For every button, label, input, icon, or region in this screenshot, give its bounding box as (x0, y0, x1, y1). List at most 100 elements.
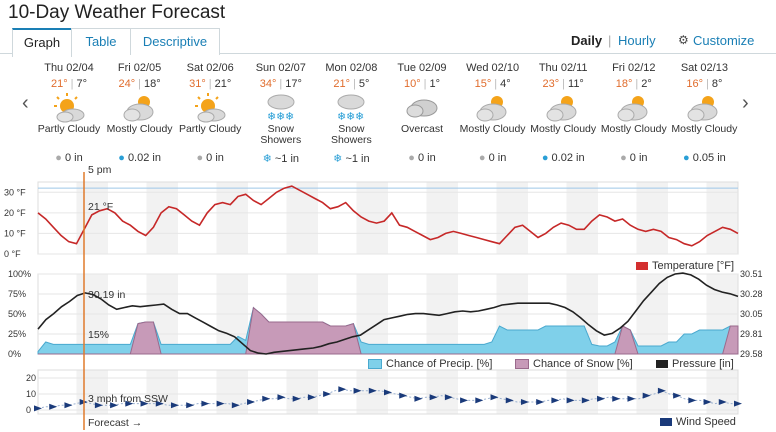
day-temps: 21° | 5° (333, 78, 370, 90)
wind-arrow-icon (34, 405, 42, 412)
legend-snow: Chance of Snow [%] (515, 358, 633, 370)
cursor-pressure: 30.19 in (88, 289, 126, 301)
wind-arrow-icon (125, 400, 134, 407)
gear-icon[interactable]: ⚙ (678, 33, 689, 47)
day-date: Fri 02/05 (117, 62, 162, 74)
svg-text:❄: ❄ (276, 110, 285, 123)
day-condition: Mostly Cloudy (530, 123, 597, 135)
cursor-temp: 21 °F (88, 201, 113, 213)
wind-arrow-icon (475, 397, 484, 404)
day-column[interactable]: Mon 02/08 21° | 5° ❄ ❄ ❄ Snow Showers ❄ ~1 in (316, 62, 386, 174)
wind-arrow-icon (490, 394, 499, 401)
day-high: 10° (403, 78, 421, 90)
page-title: 10-Day Weather Forecast (8, 2, 226, 23)
precip-tick-label: 25% (8, 329, 26, 339)
wind-arrow-icon (612, 395, 621, 402)
day-precip: ● 0 in (55, 152, 83, 164)
svg-text:❄: ❄ (267, 110, 276, 123)
partly-cloudy-icon (34, 92, 104, 124)
day-column[interactable]: Tue 02/09 10° | 1° Overcast ● 0 in (387, 62, 457, 174)
day-column[interactable]: Sun 02/07 34° | 17° ❄ ❄ ❄ Snow Showers ❄ ~1 in (246, 62, 316, 174)
mostly-cloudy-icon (105, 92, 175, 124)
night-band (636, 370, 668, 414)
wind-arrow-icon (170, 402, 179, 409)
night-band (426, 370, 458, 414)
night-band (356, 182, 388, 254)
snow-icon: ❄ ❄ ❄ (246, 92, 316, 124)
day-condition: Mostly Cloudy (600, 123, 667, 135)
daily-link[interactable]: Daily (571, 33, 603, 48)
wind-arrow-icon (581, 397, 590, 404)
wind-arrow-icon (703, 399, 712, 405)
day-high: 21° (333, 78, 351, 90)
legend-snow-swatch (515, 359, 529, 370)
prev-arrow-icon[interactable]: ‹ (22, 92, 29, 114)
customize-link[interactable]: Customize (693, 33, 755, 48)
hourly-link[interactable]: Hourly (618, 33, 656, 48)
day-column[interactable]: Fri 02/05 24° | 18° Mostly Cloudy ● 0.02 in (105, 62, 175, 174)
raindrop-icon: ● (683, 152, 690, 164)
svg-text:❄: ❄ (285, 110, 294, 123)
day-precip: ● 0.02 in (541, 152, 585, 164)
wind-arrow-icon (338, 386, 347, 393)
pressure-tick-label: 30.28 (740, 289, 763, 299)
next-arrow-icon[interactable]: › (742, 92, 749, 114)
raindrop-icon: ● (408, 152, 415, 164)
day-precip: ● 0.05 in (683, 152, 726, 164)
day-column[interactable]: Fri 02/12 18° | 2° Mostly Cloudy ● 0 in (599, 62, 669, 174)
night-band (146, 182, 178, 254)
svg-text:❄: ❄ (355, 110, 364, 123)
day-date: Tue 02/09 (397, 62, 447, 74)
day-precip: ● 0 in (408, 152, 436, 164)
pressure-tick-label: 29.58 (740, 349, 763, 359)
wind-tick-label: 0 (26, 405, 31, 415)
day-column[interactable]: Sat 02/06 31° | 21° Partly Cloudy ● 0 in (175, 62, 245, 174)
overcast-icon (387, 92, 457, 124)
wind-arrow-icon (201, 400, 210, 407)
day-temps: 16° | 8° (686, 78, 723, 90)
wind-arrow-icon (49, 403, 58, 410)
wind-arrow-icon (657, 387, 666, 394)
wind-arrow-icon (597, 395, 606, 402)
partly-cloudy-icon (175, 92, 245, 124)
wind-arrow-icon (520, 399, 529, 405)
raindrop-icon: ● (118, 152, 125, 164)
wind-arrow-icon (536, 399, 545, 405)
night-band (566, 182, 598, 254)
day-temps: 31° | 21° (189, 78, 232, 90)
wind-arrow-icon (231, 402, 240, 409)
snow-icon: ❄ ❄ ❄ (316, 92, 386, 124)
raindrop-icon: ● (478, 152, 486, 164)
snowflake-icon: ❄ (333, 153, 343, 165)
day-low: 4° (500, 78, 511, 90)
wind-arrow-icon (216, 400, 225, 407)
day-date: Sat 02/06 (186, 62, 234, 74)
day-high: 15° (474, 78, 492, 90)
wind-arrow-icon (110, 402, 119, 409)
day-column[interactable]: Thu 02/04 21° | 7° Partly Cloudy ● 0 in (34, 62, 104, 174)
day-date: Fri 02/12 (612, 62, 656, 74)
pressure-line (37, 272, 739, 355)
day-high: 21° (50, 78, 68, 90)
mostly-cloudy-icon (528, 92, 598, 124)
raindrop-icon: ● (55, 152, 62, 164)
night-band (636, 182, 668, 254)
day-date: Thu 02/04 (44, 62, 94, 74)
day-column[interactable]: Wed 02/10 15° | 4° Mostly Cloudy ● 0 in (458, 62, 528, 174)
wind-arrow-icon (384, 389, 392, 396)
wind-arrow-icon (444, 394, 453, 401)
day-column[interactable]: Thu 02/11 23° | 11° Mostly Cloudy ● 0.02 in (528, 62, 598, 174)
mostly-cloudy-icon (669, 92, 739, 124)
day-precip: ● 0 in (478, 152, 507, 164)
wind-arrow-icon (292, 395, 301, 402)
raindrop-icon: ● (541, 152, 549, 164)
mostly-cloudy-icon (458, 92, 528, 124)
night-band (566, 370, 598, 414)
day-temps: 24° | 18° (118, 78, 161, 90)
day-low: 2° (641, 78, 652, 90)
day-precip: ● 0.02 in (118, 152, 161, 164)
tab-descriptive[interactable]: Descriptive (130, 28, 220, 55)
wind-arrow-icon (140, 400, 149, 407)
day-high: 24° (118, 78, 136, 90)
day-column[interactable]: Sat 02/13 16° | 8° Mostly Cloudy ● 0.05 in (669, 62, 739, 174)
